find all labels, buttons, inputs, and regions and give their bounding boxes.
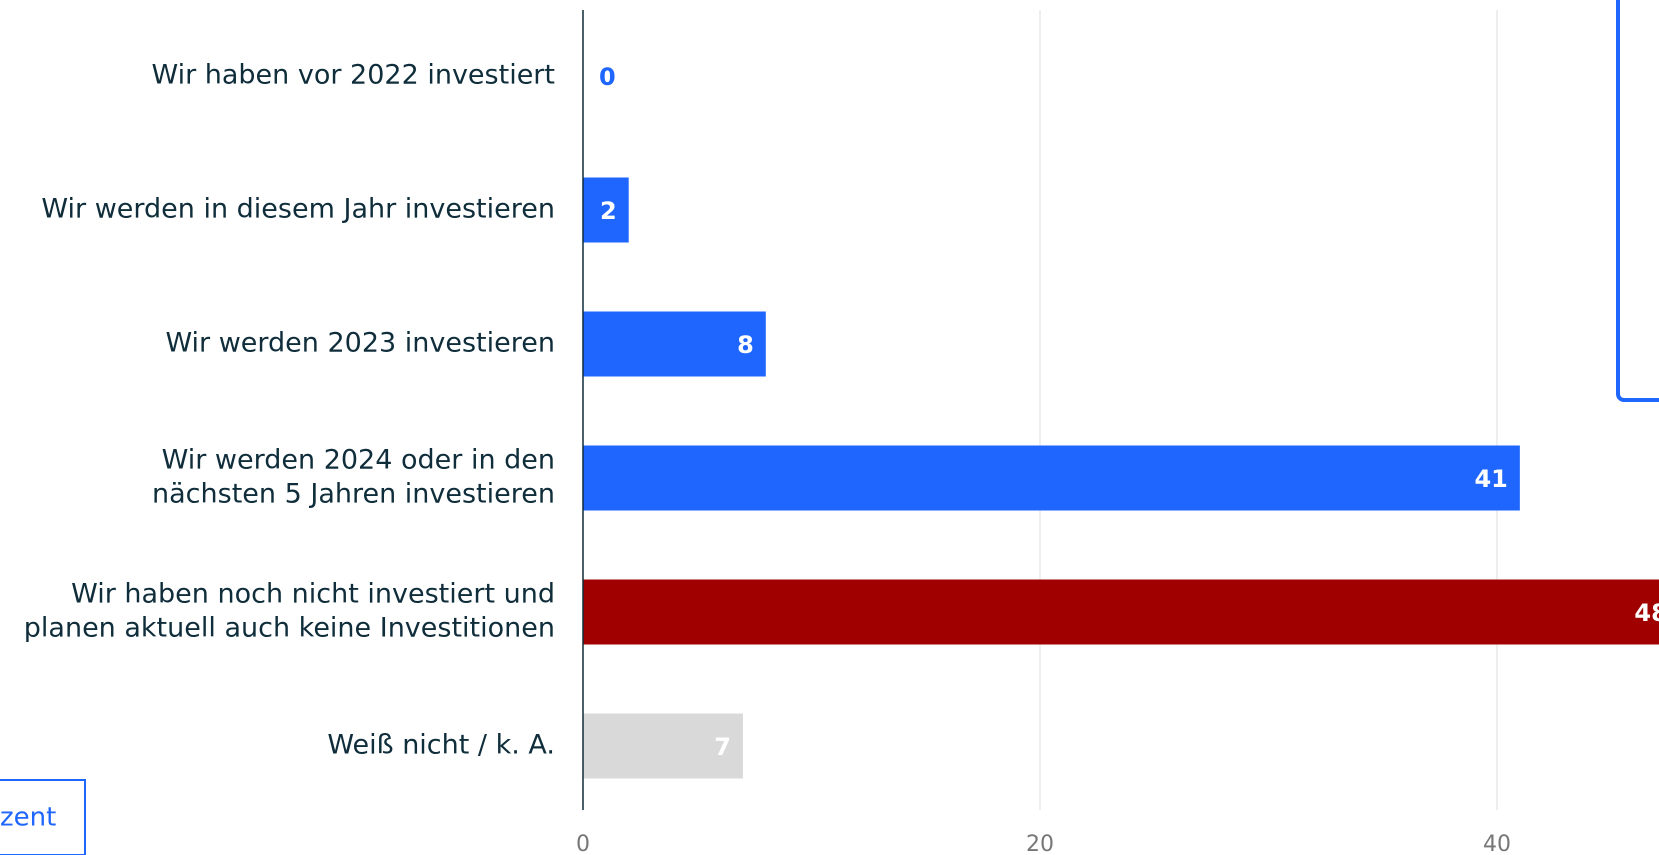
bar (583, 579, 1659, 645)
x-tick-label: 0 (576, 832, 590, 855)
value-label: 8 (737, 331, 754, 359)
value-label: 48 (1634, 599, 1659, 627)
plot: 0 20 40 0 Wir haben vor 2022 investiert 2 Wir … (24, 10, 1659, 855)
y-tick-label: nächsten 5 Jahren investieren (152, 479, 555, 510)
x-tick-label: 20 (1026, 832, 1054, 855)
bar (583, 177, 629, 243)
value-label: 2 (600, 197, 617, 225)
y-tick-label: planen aktuell auch keine Investitionen (24, 613, 555, 644)
y-tick-label: Weiß nicht / k. A. (327, 730, 555, 761)
y-tick-label: Wir werden 2023 investieren (165, 328, 555, 359)
side-panel (1616, 0, 1659, 402)
value-label: 7 (714, 733, 731, 761)
bar (583, 311, 766, 377)
bar (583, 445, 1520, 511)
value-label: 0 (599, 63, 616, 91)
y-tick-label: Wir werden in diesem Jahr investieren (41, 194, 555, 225)
y-tick-label: Wir werden 2024 oder in den (162, 445, 555, 476)
bar (583, 713, 743, 779)
y-tick-label: Wir haben vor 2022 investiert (151, 60, 555, 91)
unit-button[interactable] (0, 779, 86, 855)
value-label: 41 (1474, 465, 1507, 493)
x-tick-label: 40 (1483, 832, 1511, 855)
unit-button-label[interactable]: zent (0, 803, 56, 833)
y-tick-label: Wir haben noch nicht investiert und (71, 579, 555, 610)
